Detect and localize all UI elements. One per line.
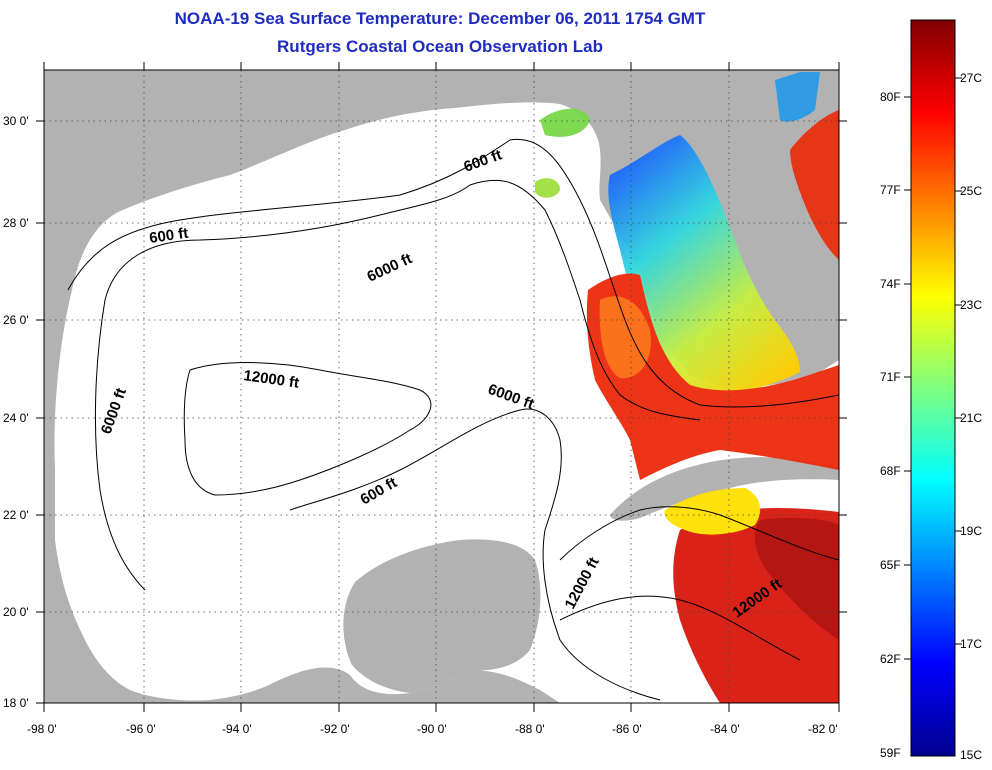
graticule bbox=[44, 70, 839, 703]
colorbar-c-label: 23C bbox=[960, 298, 983, 312]
chart-subtitle: Rutgers Coastal Ocean Observation Lab bbox=[277, 37, 603, 56]
colorbar-f-label: 65F bbox=[880, 558, 901, 572]
colorbar-c-label: 15C bbox=[960, 748, 983, 762]
sst-warm-band bbox=[586, 273, 839, 480]
colorbar-c-label: 17C bbox=[960, 637, 983, 651]
lat-tick-label: 22 0' bbox=[3, 508, 29, 522]
sst-atlantic-blue bbox=[775, 72, 820, 122]
lon-tick-label: -98 0' bbox=[27, 722, 57, 736]
lon-tick-label: -92 0' bbox=[320, 722, 350, 736]
colorbar-f-label: 80F bbox=[880, 90, 901, 104]
map-area: 600 ft 600 ft 6000 ft 6000 ft 6000 ft 12… bbox=[44, 70, 839, 703]
florida-land bbox=[560, 70, 839, 364]
cuba-land bbox=[610, 457, 839, 521]
lat-tick-label: 30 0' bbox=[3, 114, 29, 128]
axis-ticks bbox=[36, 62, 847, 712]
contour-12000ft bbox=[183, 362, 432, 496]
sst-west-florida-shelf bbox=[608, 135, 800, 393]
contour-shelf-south bbox=[559, 595, 801, 661]
contour-6000ft bbox=[104, 179, 701, 421]
colorbar-c-label: 21C bbox=[960, 411, 983, 425]
sst-yellow-cuba-shelf bbox=[664, 488, 761, 535]
lon-tick-label: -88 0' bbox=[515, 722, 545, 736]
colorbar-gradient bbox=[910, 19, 956, 757]
colorbar-f-label: 71F bbox=[880, 370, 901, 384]
sst-panhandle-green bbox=[540, 108, 590, 137]
contour-6000ft-west bbox=[94, 299, 146, 591]
sst-orange-patch bbox=[599, 296, 651, 379]
lon-tick-label: -86 0' bbox=[612, 722, 642, 736]
colorbar-c-label: 25C bbox=[960, 184, 983, 198]
lat-tick-label: 26 0' bbox=[3, 313, 29, 327]
lat-tick-label: 28 0' bbox=[3, 216, 29, 230]
colorbar-f-label: 68F bbox=[880, 464, 901, 478]
gulf-water bbox=[54, 102, 839, 703]
map-frame bbox=[43, 69, 840, 704]
contour-600ft bbox=[67, 138, 839, 408]
lon-tick-label: -96 0' bbox=[126, 722, 156, 736]
colorbar-f-label: 74F bbox=[880, 277, 901, 291]
colorbar-f-label: 62F bbox=[880, 652, 901, 666]
contour-12000ft-se bbox=[559, 506, 839, 561]
yucatan-land bbox=[343, 539, 541, 693]
lat-tick-label: 24 0' bbox=[3, 411, 29, 425]
colorbar-f-label: 59F bbox=[880, 746, 901, 760]
lon-tick-label: -82 0' bbox=[808, 722, 838, 736]
bathymetry-contours bbox=[67, 138, 839, 701]
sst-caribbean-dark bbox=[754, 517, 839, 640]
sst-data bbox=[535, 72, 839, 703]
lon-tick-label: -90 0' bbox=[417, 722, 447, 736]
contour-600ft-south bbox=[289, 408, 661, 701]
lat-tick-label: 18 0' bbox=[3, 696, 29, 710]
lon-tick-label: -94 0' bbox=[222, 722, 252, 736]
chart-title: NOAA-19 Sea Surface Temperature: Decembe… bbox=[174, 9, 706, 28]
colorbar-c-label: 27C bbox=[960, 71, 983, 85]
sst-atlantic-strip bbox=[790, 110, 839, 260]
contour-label: 600 ft bbox=[148, 225, 189, 247]
sst-panhandle-green2 bbox=[535, 178, 560, 198]
lon-tick-label: -84 0' bbox=[710, 722, 740, 736]
colorbar-c-label: 19C bbox=[960, 524, 983, 538]
colorbar-f-label: 77F bbox=[880, 183, 901, 197]
lat-tick-label: 20 0' bbox=[3, 605, 29, 619]
colorbar bbox=[904, 19, 962, 757]
